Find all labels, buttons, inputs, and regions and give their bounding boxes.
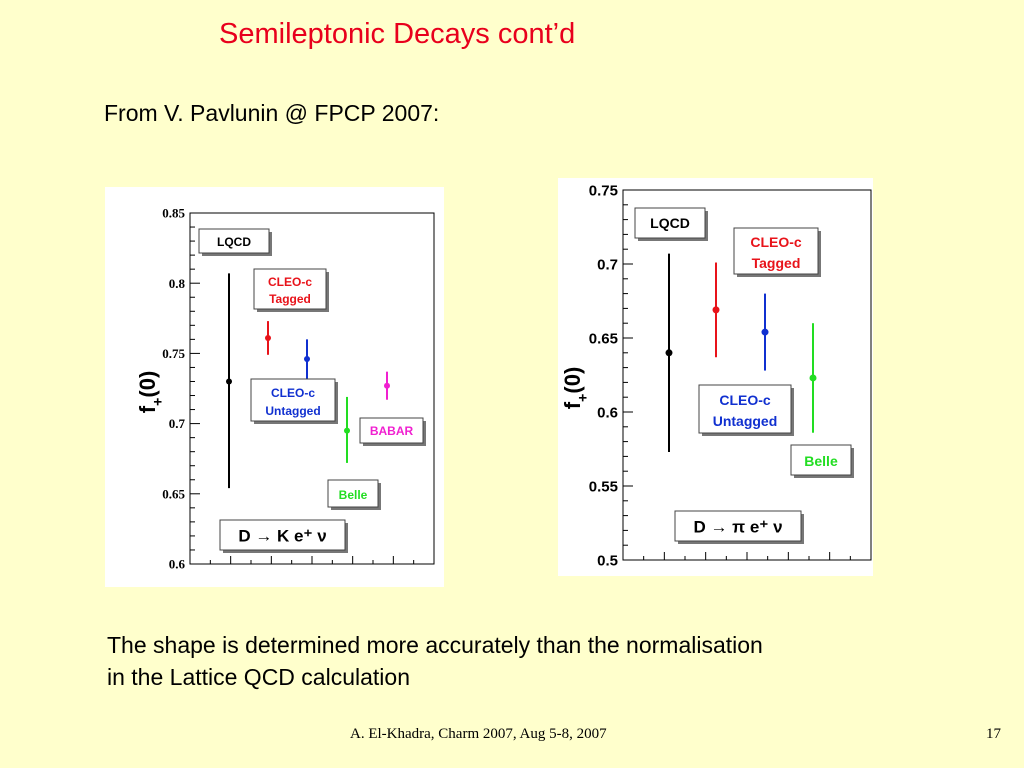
dpi-form-factor-plot: 0.5 0.55 0.6 0.65 0.7 0.75 f+(0) LQCD CLEO-c Tagg… <box>558 178 873 576</box>
dk-data-point <box>344 427 350 434</box>
dk-y-tick-label: 0.6 <box>169 557 186 572</box>
dk-form-factor-plot: 0.6 0.65 0.7 0.75 0.8 0.85 f+(0) LQCD CLEO-c Tagg… <box>105 187 444 587</box>
dpi-process-label: D → π e⁺ ν <box>674 510 804 544</box>
page-number: 17 <box>986 726 1001 742</box>
dk-legend-box: LQCD <box>198 228 272 256</box>
dk-y-tick-label: 0.75 <box>162 346 185 361</box>
dpi-plot-svg: 0.5 0.55 0.6 0.65 0.7 0.75 f+(0) LQCD CLEO-c Tagg… <box>560 182 872 569</box>
svg-text:D → π e⁺ ν: D → π e⁺ ν <box>693 518 782 537</box>
dpi-legend-box: LQCD <box>634 207 708 241</box>
dk-legend-label: CLEO-c <box>271 386 315 400</box>
dpi-legend-label: Untagged <box>713 413 778 429</box>
dpi-y-axis-label: f+(0) <box>560 367 592 410</box>
dpi-data-point <box>712 306 720 314</box>
dk-legend-box: BABAR <box>359 417 426 446</box>
dk-y-axis-label: f+(0) <box>135 371 167 414</box>
dk-legend-box: CLEO-c Tagged <box>253 268 329 312</box>
dpi-data-point <box>809 374 817 382</box>
dk-process-label: D → K e⁺ ν <box>219 519 348 553</box>
dpi-legend-box: Belle <box>790 444 854 478</box>
dk-y-tick-label: 0.65 <box>162 486 185 501</box>
dpi-y-tick-label: 0.65 <box>589 330 618 347</box>
dpi-y-tick-label: 0.75 <box>589 182 618 199</box>
conclusion-line-2: in the Lattice QCD calculation <box>107 664 410 690</box>
dk-y-tick-label: 0.85 <box>162 206 185 221</box>
dk-legend-label: Belle <box>339 488 368 502</box>
dk-data-point <box>304 356 310 363</box>
dk-data-point <box>226 378 232 385</box>
dpi-legend-label: Belle <box>804 453 838 469</box>
dk-data-point <box>265 334 271 341</box>
dpi-legend-box: CLEO-c Untagged <box>698 384 794 436</box>
dpi-y-tick-label: 0.5 <box>597 552 618 569</box>
dpi-legend-box: CLEO-c Tagged <box>733 227 821 277</box>
svg-text:D → K e⁺ ν: D → K e⁺ ν <box>238 527 326 546</box>
slide-subtitle: From V. Pavlunin @ FPCP 2007: <box>104 100 440 126</box>
dk-data-point <box>384 382 390 389</box>
dpi-y-tick-label: 0.55 <box>589 478 618 495</box>
dpi-y-tick-label: 0.7 <box>597 256 618 273</box>
conclusion-text: The shape is determined more accurately … <box>107 629 947 693</box>
dpi-legend-label: Tagged <box>752 255 801 271</box>
dk-y-tick-label: 0.8 <box>169 276 186 291</box>
slide-footer: A. El-Khadra, Charm 2007, Aug 5-8, 2007 <box>350 726 607 742</box>
dpi-legend-label: LQCD <box>650 215 690 231</box>
dk-plot-svg: 0.6 0.65 0.7 0.75 0.8 0.85 f+(0) LQCD CLEO-c Tagg… <box>135 206 435 572</box>
dk-legend-label: Untagged <box>265 404 320 418</box>
conclusion-line-1: The shape is determined more accurately … <box>107 632 763 658</box>
dk-y-tick-label: 0.7 <box>169 416 186 431</box>
dpi-legend-label: CLEO-c <box>750 234 802 250</box>
dk-legend-box: Belle <box>327 479 381 510</box>
dpi-data-point <box>665 349 673 357</box>
dpi-y-tick-label: 0.6 <box>597 404 618 421</box>
dk-legend-label: LQCD <box>217 235 251 249</box>
dk-legend-label: CLEO-c <box>268 275 312 289</box>
dk-legend-label: Tagged <box>269 292 311 306</box>
dpi-data-point <box>761 328 769 336</box>
dpi-legend-label: CLEO-c <box>719 392 771 408</box>
slide-title: Semileptonic Decays cont’d <box>219 18 576 50</box>
dk-legend-label: BABAR <box>370 424 414 438</box>
dk-legend-box: CLEO-c Untagged <box>250 378 338 424</box>
